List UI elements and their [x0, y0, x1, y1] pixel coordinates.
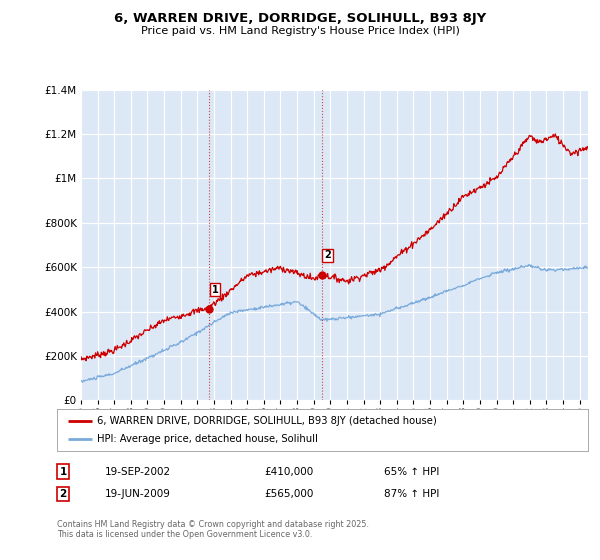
- Point: [317, 270, 326, 279]
- Text: 6, WARREN DRIVE, DORRIDGE, SOLIHULL, B93 8JY: 6, WARREN DRIVE, DORRIDGE, SOLIHULL, B93…: [114, 12, 486, 25]
- Text: 2: 2: [59, 489, 67, 499]
- Text: 19-SEP-2002: 19-SEP-2002: [105, 466, 171, 477]
- Text: Contains HM Land Registry data © Crown copyright and database right 2025.
This d: Contains HM Land Registry data © Crown c…: [57, 520, 369, 539]
- Text: £410,000: £410,000: [264, 466, 313, 477]
- Text: 19-JUN-2009: 19-JUN-2009: [105, 489, 171, 499]
- Text: 1: 1: [212, 284, 218, 295]
- Text: 2: 2: [324, 250, 331, 260]
- Text: Price paid vs. HM Land Registry's House Price Index (HPI): Price paid vs. HM Land Registry's House …: [140, 26, 460, 36]
- Text: £565,000: £565,000: [264, 489, 313, 499]
- Point: [205, 305, 214, 314]
- Text: 65% ↑ HPI: 65% ↑ HPI: [384, 466, 439, 477]
- Text: 6, WARREN DRIVE, DORRIDGE, SOLIHULL, B93 8JY (detached house): 6, WARREN DRIVE, DORRIDGE, SOLIHULL, B93…: [97, 416, 437, 426]
- Text: 1: 1: [59, 466, 67, 477]
- Text: HPI: Average price, detached house, Solihull: HPI: Average price, detached house, Soli…: [97, 435, 318, 445]
- Text: 87% ↑ HPI: 87% ↑ HPI: [384, 489, 439, 499]
